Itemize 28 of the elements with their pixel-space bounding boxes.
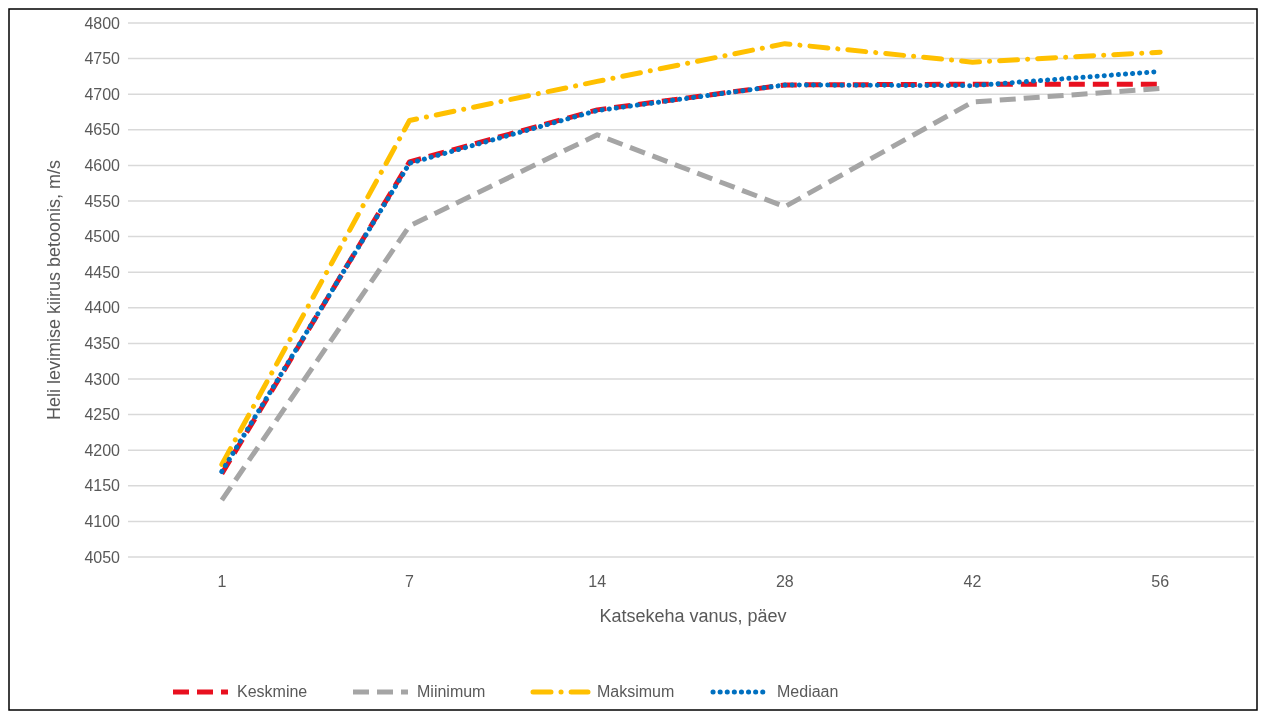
y-tick-label: 4500 <box>84 228 121 246</box>
y-tick-label: 4300 <box>84 370 121 388</box>
y-tick-label: 4200 <box>84 441 121 459</box>
legend-label: Maksimum <box>597 683 675 700</box>
y-tick-label: 4550 <box>84 192 121 210</box>
y-tick-label: 4400 <box>84 299 121 317</box>
x-tick-label: 7 <box>405 573 415 590</box>
legend-label: Miinimum <box>417 683 486 700</box>
y-tick-label: 4750 <box>84 50 121 68</box>
y-tick-label: 4650 <box>84 121 121 139</box>
y-tick-label: 4100 <box>84 513 121 530</box>
x-tick-label: 28 <box>775 573 794 590</box>
x-tick-label: 42 <box>963 573 982 590</box>
y-tick-label: 4600 <box>84 157 121 174</box>
x-axis-title: Katsekeha vanus, päev <box>599 606 787 626</box>
y-tick-label: 4050 <box>84 548 121 566</box>
y-tick-label: 4450 <box>84 263 121 281</box>
y-tick-label: 4350 <box>84 335 121 352</box>
y-tick-label: 4150 <box>84 477 121 495</box>
y-tick-label: 4700 <box>84 85 121 103</box>
x-tick-label: 56 <box>1151 573 1170 590</box>
x-tick-label: 14 <box>588 573 607 590</box>
y-tick-label: 4250 <box>84 406 121 424</box>
legend-label: Mediaan <box>777 683 839 700</box>
x-tick-label: 1 <box>217 573 227 590</box>
legend-label: Keskmine <box>237 683 308 700</box>
y-tick-label: 4800 <box>84 14 121 32</box>
y-axis-title: Heli levimise kiirus betoonis, m/s <box>44 159 64 421</box>
